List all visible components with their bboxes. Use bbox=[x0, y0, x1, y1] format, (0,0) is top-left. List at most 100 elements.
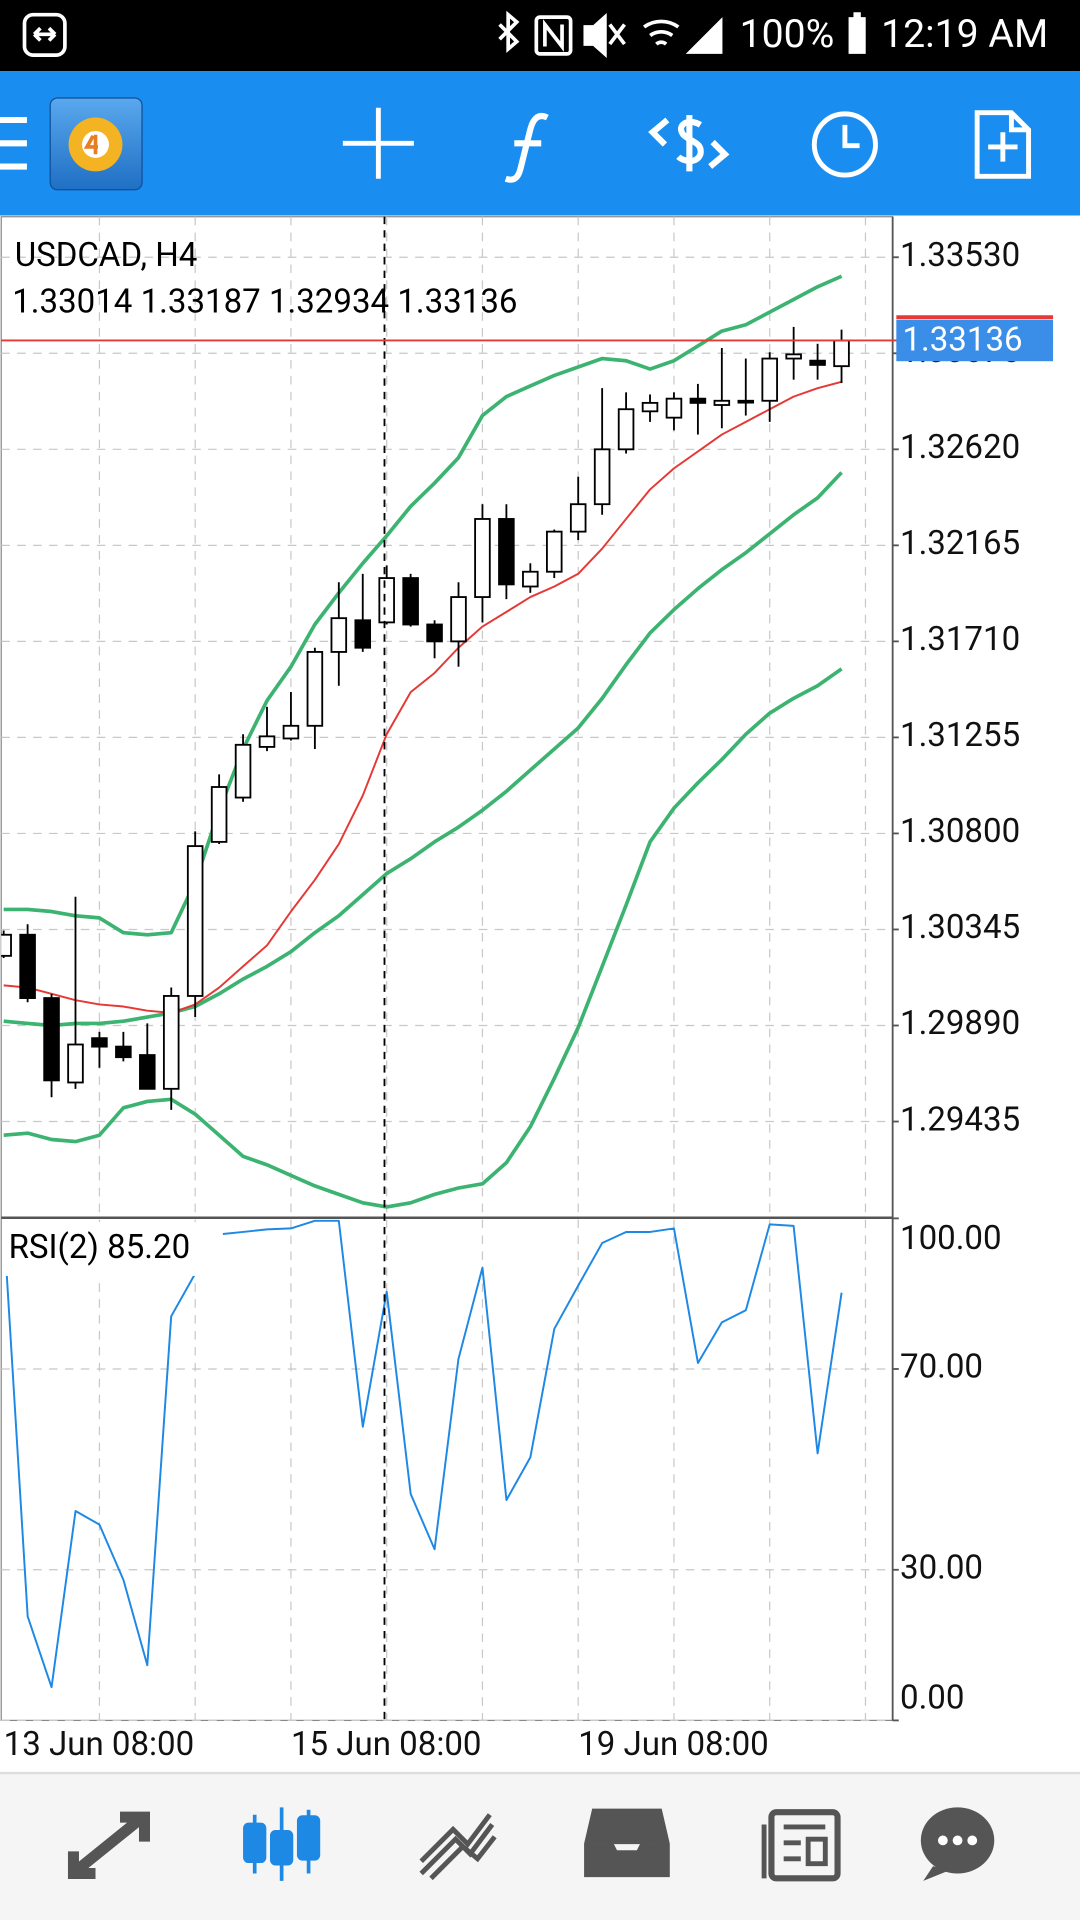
y-tick-label: 1.31255 bbox=[900, 716, 1020, 755]
candle-body bbox=[115, 1045, 132, 1059]
new-order-button[interactable] bbox=[974, 110, 1032, 179]
open-value: 1.33014 bbox=[12, 282, 132, 321]
period-button[interactable] bbox=[811, 111, 878, 178]
candle-body bbox=[713, 399, 731, 406]
rsi-legend: RSI(2) 85.20 bbox=[9, 1228, 191, 1267]
candle-body bbox=[474, 518, 491, 598]
candle-body bbox=[282, 724, 300, 740]
remote-arrows bbox=[32, 26, 57, 42]
remote-icon bbox=[22, 12, 67, 57]
bollinger-band bbox=[3, 471, 843, 1028]
close-value: 1.33136 bbox=[397, 282, 517, 321]
news-tab[interactable] bbox=[768, 1809, 841, 1882]
y-tick-label: 1.30800 bbox=[900, 812, 1020, 851]
chat-dot bbox=[952, 1835, 963, 1846]
trade-button[interactable] bbox=[648, 115, 730, 172]
indicators-button[interactable] bbox=[504, 112, 549, 183]
candles bbox=[1, 326, 850, 1110]
candle-body bbox=[833, 339, 850, 368]
signal-icon bbox=[685, 17, 723, 54]
rsi-panel bbox=[2, 1219, 843, 1689]
wifi-icon bbox=[643, 19, 680, 46]
battery-icon bbox=[848, 17, 866, 54]
bollinger-band bbox=[3, 274, 843, 937]
news-lines bbox=[761, 1824, 828, 1879]
trade-tab[interactable] bbox=[419, 1813, 497, 1881]
price-overlays bbox=[3, 274, 843, 1209]
quotes-tab[interactable] bbox=[67, 1811, 150, 1879]
high-value: 1.33187 bbox=[141, 282, 261, 321]
x-tick-label: 15 Jun 08:00 bbox=[291, 1725, 482, 1764]
nfc-icon bbox=[534, 15, 573, 56]
candle-body bbox=[210, 786, 228, 843]
chat-tail bbox=[923, 1866, 948, 1881]
candle-body bbox=[809, 359, 826, 366]
candle-body bbox=[450, 596, 467, 643]
candle-body bbox=[665, 397, 683, 419]
candle-body bbox=[139, 1054, 156, 1090]
rsi-line bbox=[2, 1219, 843, 1689]
candle-body bbox=[1, 933, 12, 957]
y-tick-label: 30.00 bbox=[900, 1549, 983, 1588]
status-bar bbox=[0, 0, 1080, 72]
candle-body bbox=[234, 743, 252, 799]
low-value: 1.32934 bbox=[269, 282, 389, 321]
candle-body bbox=[162, 995, 180, 1090]
battery-level: 100% bbox=[740, 11, 835, 57]
history-tab[interactable] bbox=[584, 1808, 670, 1878]
candle-body bbox=[306, 651, 324, 727]
clock: 12:19 AM bbox=[881, 11, 1048, 57]
y-tick-label: 1.29890 bbox=[900, 1004, 1020, 1043]
candle-body bbox=[258, 735, 276, 748]
rsi-name: RSI(2) bbox=[9, 1228, 99, 1267]
axis-labels: 1.335301.330751.326201.321651.317101.312… bbox=[4, 236, 1020, 1764]
chat-dot bbox=[967, 1835, 978, 1846]
rsi-legend-bg bbox=[2, 1222, 223, 1276]
crosshair-button[interactable] bbox=[342, 107, 414, 179]
candle-body bbox=[522, 570, 539, 588]
chart-area bbox=[0, 216, 894, 1722]
x-tick-label: 13 Jun 08:00 bbox=[4, 1725, 195, 1764]
chat-dot bbox=[937, 1835, 948, 1846]
moving-average bbox=[3, 380, 842, 1014]
candle-body bbox=[43, 997, 60, 1082]
x-tick-label: 19 Jun 08:00 bbox=[578, 1725, 769, 1764]
nfc-letter bbox=[543, 19, 564, 52]
chart-title: USDCAD, H4 bbox=[15, 236, 198, 275]
last-price-label: 1.33136 bbox=[902, 320, 1022, 359]
menu-button[interactable] bbox=[0, 116, 27, 170]
mute-icon bbox=[583, 13, 626, 58]
y-tick-label: 1.32165 bbox=[900, 524, 1020, 563]
candle-body bbox=[426, 623, 443, 643]
candle-body bbox=[545, 530, 563, 573]
candle-body bbox=[186, 845, 204, 997]
candle-body bbox=[378, 577, 395, 624]
candle-body bbox=[593, 448, 611, 506]
ohlc-readout: 1.33014 1.33187 1.32934 1.33136 bbox=[12, 282, 517, 321]
candle-body bbox=[498, 518, 515, 586]
battery-tip bbox=[853, 12, 861, 19]
y-tick-label: 0.00 bbox=[900, 1678, 964, 1717]
candle-body bbox=[19, 933, 36, 999]
y-tick-label: 1.29435 bbox=[900, 1100, 1020, 1139]
bluetooth-icon bbox=[498, 10, 520, 53]
candle-body bbox=[402, 577, 419, 626]
candle-body bbox=[617, 408, 635, 451]
candle-body bbox=[354, 619, 372, 649]
y-tick-label: 1.31710 bbox=[900, 620, 1020, 659]
candle-body bbox=[641, 401, 659, 413]
candle-body bbox=[761, 357, 778, 402]
period-hands bbox=[842, 124, 860, 149]
y-tick-label: 100.00 bbox=[900, 1219, 1002, 1258]
bottom-nav bbox=[0, 1773, 1080, 1920]
candle-body bbox=[569, 503, 587, 533]
candle-body bbox=[737, 399, 755, 404]
y-tick-label: 1.30345 bbox=[900, 908, 1020, 947]
candle-body bbox=[785, 353, 802, 360]
last-price-box bbox=[896, 319, 1054, 362]
candle-body bbox=[689, 397, 707, 404]
app-icon-four bbox=[83, 134, 98, 155]
y-tick-label: 1.32620 bbox=[900, 428, 1020, 467]
chart-tab[interactable] bbox=[243, 1807, 321, 1881]
